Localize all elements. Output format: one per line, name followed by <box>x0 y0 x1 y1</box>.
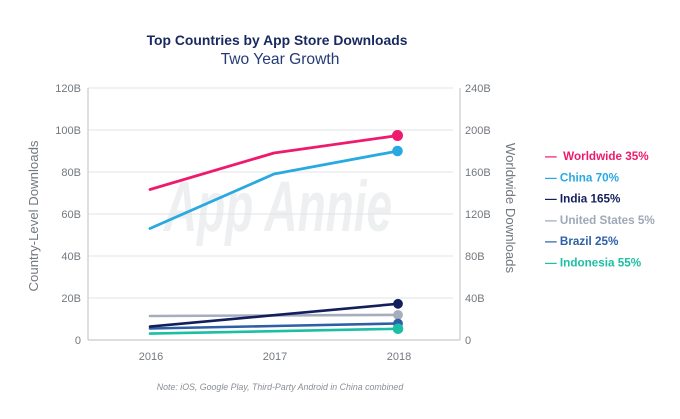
svg-text:— Indonesia 55%: — Indonesia 55% <box>545 257 642 270</box>
svg-text:— China 70%: — China 70% <box>545 171 620 184</box>
svg-text:200B: 200B <box>465 125 491 137</box>
svg-text:120B: 120B <box>465 209 491 221</box>
svg-text:Note: iOS, Google Play, Third-: Note: iOS, Google Play, Third-Party Andr… <box>157 382 405 392</box>
svg-text:Worldwide Downloads: Worldwide Downloads <box>503 143 518 274</box>
svg-text:2017: 2017 <box>263 351 287 363</box>
svg-text:— India 165%: — India 165% <box>545 193 621 206</box>
svg-text:20B: 20B <box>61 293 81 305</box>
svg-text:Two Year Growth: Two Year Growth <box>221 51 340 68</box>
svg-text:— United States 5%: — United States 5% <box>545 214 655 227</box>
svg-text:40B: 40B <box>465 293 485 305</box>
svg-text:Country-Level Downloads: Country-Level Downloads <box>26 140 41 291</box>
svg-text:60B: 60B <box>61 209 81 221</box>
svg-text:120B: 120B <box>55 83 81 95</box>
svg-text:— Worldwide 35%: — Worldwide 35% <box>545 150 649 163</box>
svg-text:40B: 40B <box>61 251 81 263</box>
svg-text:0: 0 <box>75 335 81 347</box>
svg-text:2016: 2016 <box>139 351 163 363</box>
svg-text:80B: 80B <box>465 251 485 263</box>
svg-text:0: 0 <box>465 335 471 347</box>
svg-text:100B: 100B <box>55 125 81 137</box>
svg-text:160B: 160B <box>465 167 491 179</box>
svg-text:240B: 240B <box>465 83 491 95</box>
svg-text:2018: 2018 <box>387 351 411 363</box>
svg-text:Top Countries by App Store Dow: Top Countries by App Store Downloads <box>147 32 408 48</box>
svg-text:80B: 80B <box>61 167 81 179</box>
svg-text:— Brazil 25%: — Brazil 25% <box>545 235 619 248</box>
